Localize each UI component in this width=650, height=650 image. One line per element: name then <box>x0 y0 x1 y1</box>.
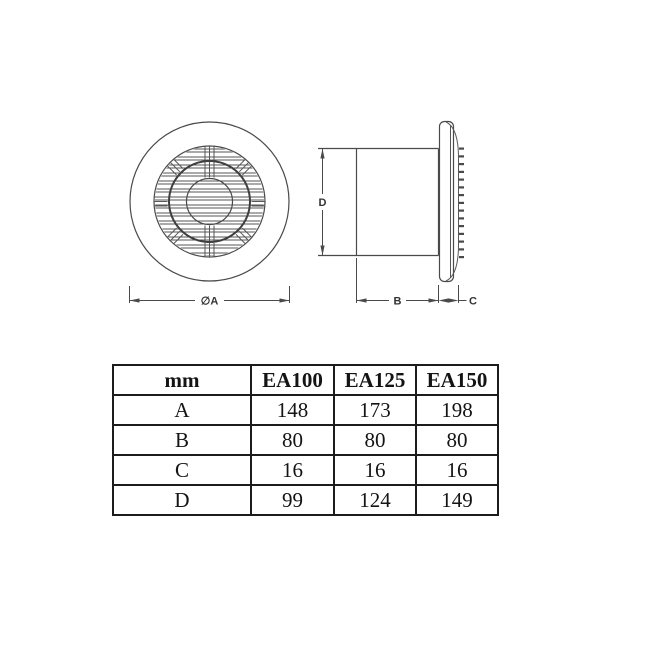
table-cell: 173 <box>333 394 417 426</box>
table-cell: 80 <box>415 424 499 456</box>
cover-plate-body <box>438 120 455 283</box>
row-label: B <box>112 424 252 456</box>
dim-b-label: B <box>394 296 402 308</box>
row-label: C <box>112 454 252 486</box>
table-cell: 198 <box>415 394 499 426</box>
grille-rim-circle <box>153 145 266 258</box>
table-cell: 148 <box>250 394 335 426</box>
table-cell: 16 <box>415 454 499 486</box>
front-view <box>129 121 290 282</box>
dim-d-arrow-top <box>320 148 325 159</box>
flange-circle <box>129 121 290 282</box>
dimensions-table: mm EA100 EA125 EA150 A 148 173 198 B 80 … <box>112 364 499 516</box>
table-cell: 80 <box>333 424 417 456</box>
side-view <box>318 120 464 283</box>
cover-plate-dome <box>445 121 459 282</box>
table-header-unit: mm <box>112 364 252 396</box>
dim-b-arrow-right <box>428 298 439 303</box>
dim-d: D <box>319 148 327 256</box>
dim-c: C <box>438 285 477 308</box>
dim-c-arrow-right <box>448 298 459 303</box>
table-header-ea150: EA150 <box>415 364 499 396</box>
dim-b: B <box>356 258 439 308</box>
dim-c-label: C <box>469 296 477 308</box>
grille-spokes <box>154 146 265 257</box>
table-cell: 16 <box>250 454 335 486</box>
table-cell: 149 <box>415 484 499 516</box>
plate-louver-ticks <box>459 147 464 259</box>
dim-d-arrow-bottom <box>320 245 325 256</box>
dim-a-arrow-left <box>129 298 140 303</box>
table-header-ea125: EA125 <box>333 364 417 396</box>
row-label: A <box>112 394 252 426</box>
table-row: B 80 80 80 <box>112 424 499 456</box>
table-cell: 99 <box>250 484 335 516</box>
hub-center-circle <box>185 177 234 226</box>
duct-body <box>318 147 440 257</box>
dim-b-arrow-left <box>356 298 367 303</box>
table-row: D 99 124 149 <box>112 484 499 516</box>
dim-d-label: D <box>319 197 327 209</box>
dim-c-arrow-left <box>438 298 449 303</box>
row-label: D <box>112 484 252 516</box>
dim-a-arrow-right <box>279 298 290 303</box>
table-row: A 148 173 198 <box>112 394 499 426</box>
table-header-row: mm EA100 EA125 EA150 <box>112 364 499 396</box>
table-header-ea100: EA100 <box>250 364 335 396</box>
dim-a-label: ∅A <box>201 296 219 308</box>
table-row: C 16 16 16 <box>112 454 499 486</box>
hub-ring-circle <box>168 160 251 243</box>
table-cell: 80 <box>250 424 335 456</box>
table-cell: 124 <box>333 484 417 516</box>
table-cell: 16 <box>333 454 417 486</box>
dim-a: ∅A <box>129 286 290 308</box>
